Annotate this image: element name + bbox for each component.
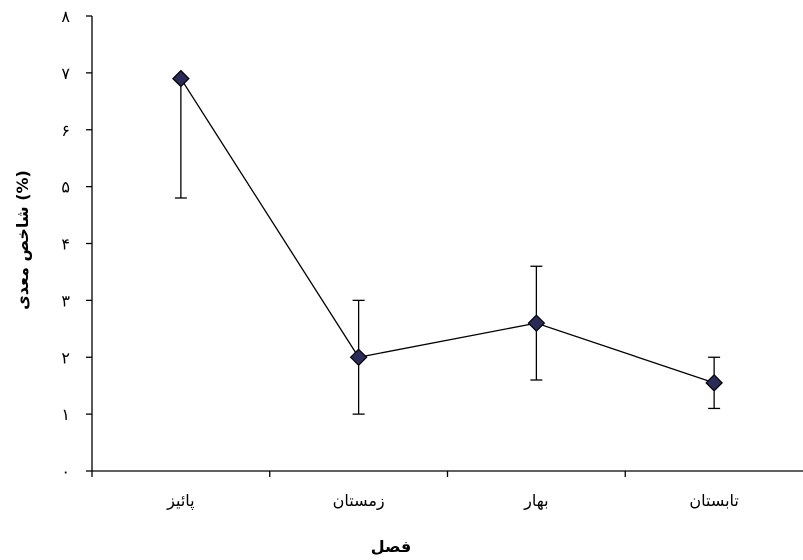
y-ticks: ۰ ۱ ۲ ۳ ۴ ۵ ۶ ۷ ۸ [61, 7, 92, 481]
x-tick-label: پائیز [166, 491, 194, 511]
y-tick-label: ۱ [61, 405, 70, 424]
data-point [172, 69, 190, 88]
y-tick-label: ۳ [61, 291, 70, 310]
x-tick-label: بهار [523, 491, 548, 511]
axes [91, 16, 803, 472]
data-point [527, 314, 546, 332]
y-tick-label: ۶ [61, 121, 70, 140]
y-tick-label: ۲ [61, 348, 70, 367]
y-tick-label: ۰ [61, 462, 70, 481]
x-ticks: پائیز زمستان بهار تابستان [91, 471, 739, 511]
x-axis-title: فصل [371, 537, 412, 556]
series-line [180, 78, 715, 384]
y-axis-title: شاخص معدی (%) [13, 170, 32, 310]
error-bars [174, 77, 721, 415]
x-tick-label: زمستان [333, 491, 385, 511]
y-tick-label: ۵ [61, 178, 70, 197]
data-point [705, 373, 723, 392]
y-tick-label: ۸ [61, 7, 70, 26]
x-tick-label: تابستان [689, 491, 739, 510]
series-markers [172, 69, 723, 392]
y-tick-label: ۴ [61, 235, 70, 254]
series-lines [180, 78, 715, 384]
y-tick-label: ۷ [61, 64, 70, 83]
data-point [349, 348, 368, 367]
